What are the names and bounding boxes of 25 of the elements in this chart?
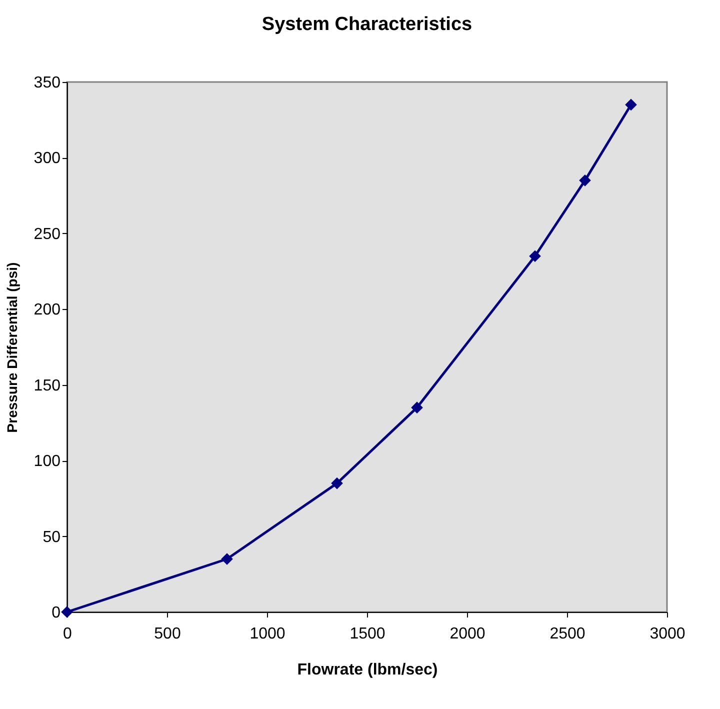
x-tick-label: 3000 [650, 626, 686, 642]
chart-title: System Characteristics [262, 14, 472, 35]
x-tick-label: 1500 [350, 626, 386, 642]
y-tick-label: 200 [34, 302, 61, 319]
x-tick-label: 0 [63, 626, 72, 642]
x-tick-label: 2000 [450, 626, 486, 642]
x-tick-label: 2500 [550, 626, 586, 642]
point [61, 606, 73, 618]
y-tick-label: 100 [34, 453, 61, 470]
y-tick-label: 50 [42, 528, 61, 546]
point [221, 553, 233, 565]
y-tick-label: 350 [34, 74, 61, 92]
point [579, 174, 591, 186]
y-tick-label: 150 [34, 377, 61, 394]
x-tick-label: 1000 [250, 626, 286, 642]
y-tick-label: 300 [34, 150, 61, 168]
point [529, 250, 541, 262]
x-tick-label: 500 [154, 626, 181, 642]
y-axis-title: Pressure Differential (psi) [4, 262, 20, 433]
point [411, 402, 423, 414]
point [331, 477, 343, 490]
y-tick-label: 250 [34, 226, 61, 243]
x-axis-title: Flowrate (lbm/sec) [297, 662, 438, 678]
y-tick-label: 0 [52, 604, 61, 622]
point [625, 98, 637, 111]
